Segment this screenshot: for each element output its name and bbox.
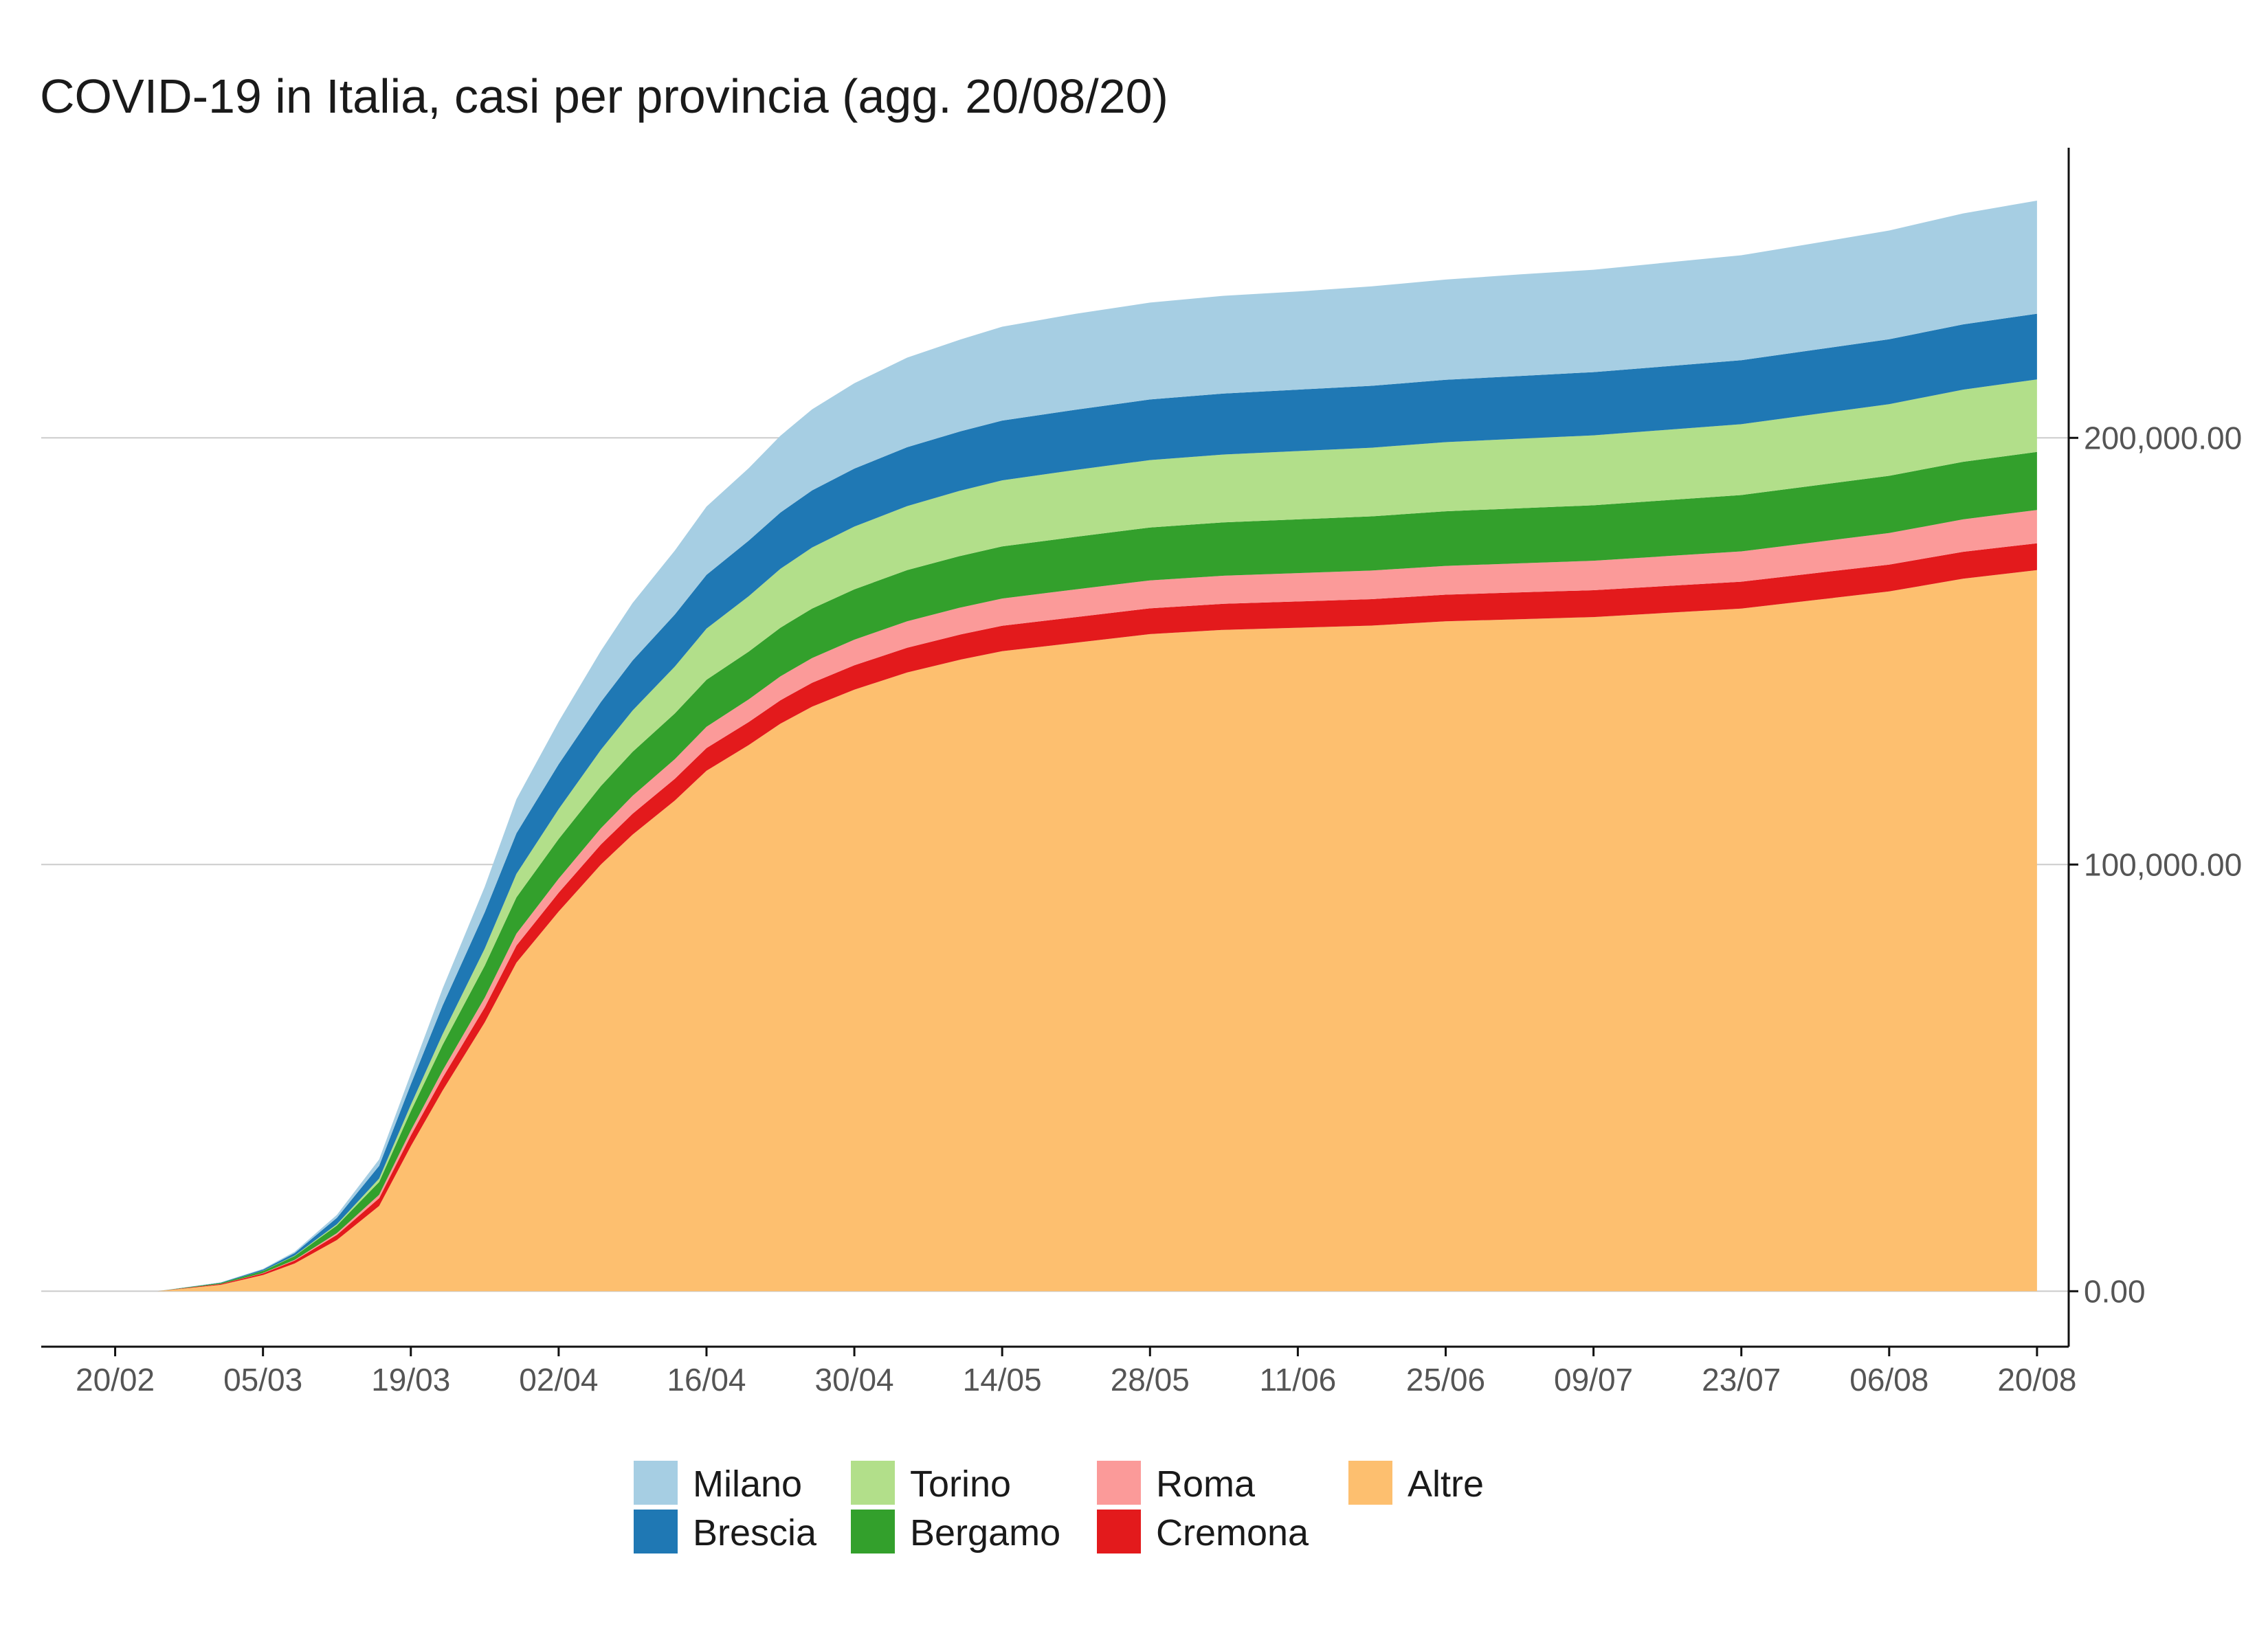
legend-swatch [1097,1461,1141,1505]
x-tick-label: 19/03 [371,1362,450,1398]
y-tick-label: 0.00 [2084,1273,2146,1309]
area-torino [157,379,2037,1292]
x-tick-label: 16/04 [667,1362,746,1398]
legend-swatch [1097,1510,1141,1553]
y-tick-label: 100,000.00 [2084,846,2242,882]
legend-item-milano: Milano [634,1461,802,1505]
area-series [157,201,2037,1292]
chart-title: COVID-19 in Italia, casi per provincia (… [40,69,1168,123]
legend-item-altre: Altre [1348,1461,1484,1505]
legend-item-torino: Torino [851,1461,1011,1505]
legend-item-roma: Roma [1097,1461,1256,1505]
area-milano [157,201,2037,1292]
y-tick-label: 200,000.00 [2084,420,2242,456]
x-tick-label: 06/08 [1849,1362,1928,1398]
legend-item-cremona: Cremona [1097,1510,1309,1553]
legend-label: Bergamo [910,1512,1060,1553]
legend-swatch [851,1461,895,1505]
legend-label: Altre [1408,1463,1484,1505]
x-tick-label: 30/04 [815,1362,894,1398]
x-tick-label: 09/07 [1554,1362,1633,1398]
legend-swatch [1348,1461,1392,1505]
legend-item-brescia: Brescia [634,1510,817,1553]
x-tick-label: 25/06 [1406,1362,1485,1398]
x-tick-label: 20/02 [76,1362,155,1398]
x-tick-label: 28/05 [1111,1362,1190,1398]
legend-swatch [634,1510,678,1553]
x-tick-label: 14/05 [963,1362,1042,1398]
legend-label: Cremona [1156,1512,1309,1553]
legend-label: Milano [693,1463,802,1505]
x-tick-label: 02/04 [519,1362,598,1398]
legend-label: Roma [1156,1463,1256,1505]
area-bergamo [157,451,2037,1292]
legend-swatch [634,1461,678,1505]
legend-label: Brescia [693,1512,817,1553]
x-tick-label: 23/07 [1702,1362,1781,1398]
axes: 20/02 05/03 19/03 02/04 16/04 30/04 14/05 28/05… [41,148,2242,1398]
legend-item-bergamo: Bergamo [851,1510,1060,1553]
x-tick-label: 11/06 [1260,1362,1337,1398]
x-tick-label: 05/03 [223,1362,302,1398]
legend: Milano Torino Roma Altre Brescia Bergamo Cremo… [634,1461,1484,1553]
x-tick-label: 20/08 [1997,1362,2076,1398]
legend-label: Torino [910,1463,1011,1505]
area-altre [157,570,2037,1292]
legend-swatch [851,1510,895,1553]
